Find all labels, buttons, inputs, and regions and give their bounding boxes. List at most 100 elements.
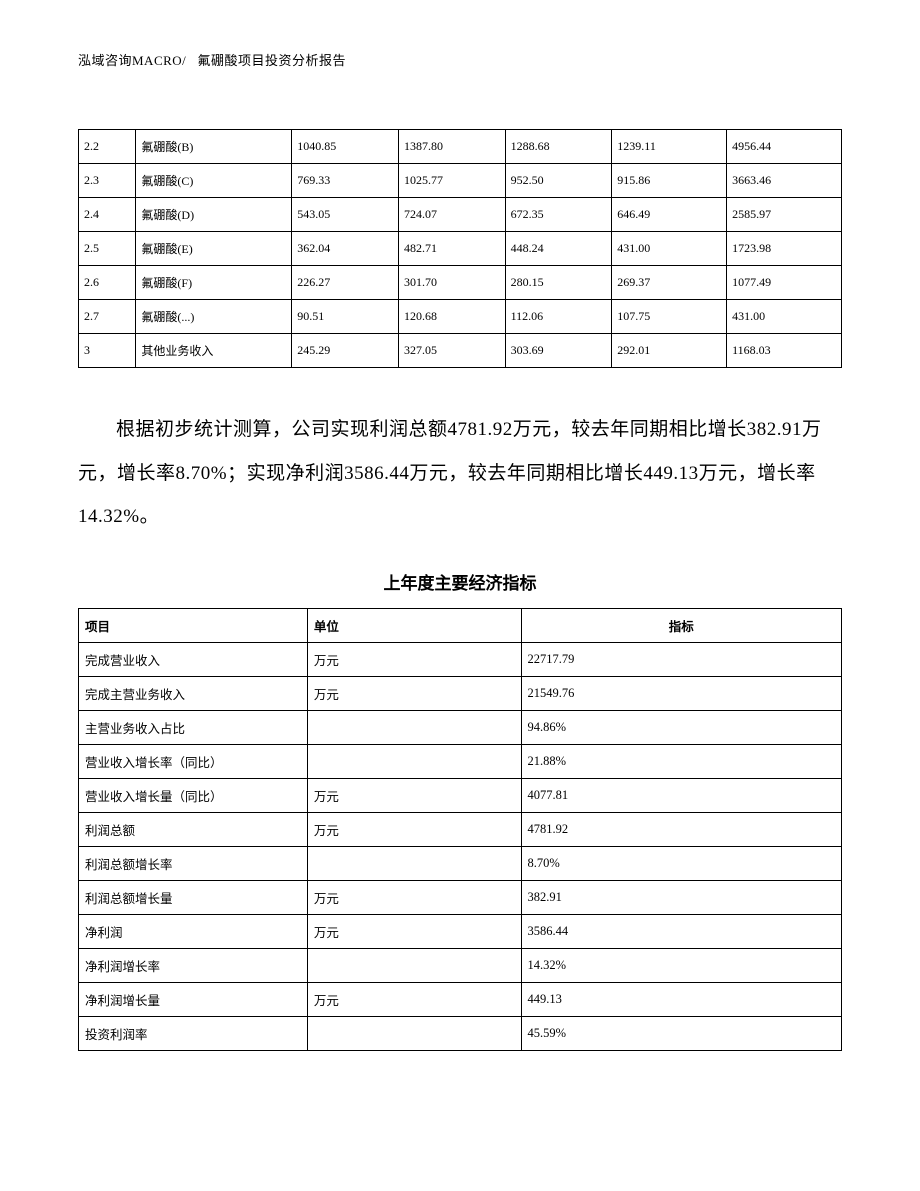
table-cell	[307, 847, 521, 881]
table-row: 利润总额增长率8.70%	[79, 847, 842, 881]
table-cell: 22717.79	[521, 643, 841, 677]
table-cell: 382.91	[521, 881, 841, 915]
table-row: 营业收入增长量（同比）万元4077.81	[79, 779, 842, 813]
table-cell: 327.05	[398, 334, 505, 368]
table-cell: 氟硼酸(E)	[136, 232, 292, 266]
table-cell: 952.50	[505, 164, 612, 198]
summary-paragraph: 根据初步统计测算，公司实现利润总额4781.92万元，较去年同期相比增长382.…	[78, 408, 842, 539]
table-row: 3其他业务收入245.29327.05303.69292.011168.03	[79, 334, 842, 368]
table-cell: 1387.80	[398, 130, 505, 164]
table-cell: 301.70	[398, 266, 505, 300]
revenue-breakdown-table: 2.2氟硼酸(B)1040.851387.801288.681239.11495…	[78, 129, 842, 368]
table-row: 利润总额增长量万元382.91	[79, 881, 842, 915]
table-cell: 45.59%	[521, 1017, 841, 1051]
table-cell: 氟硼酸(...)	[136, 300, 292, 334]
table-cell: 2.3	[79, 164, 136, 198]
table-cell: 21549.76	[521, 677, 841, 711]
table-cell: 724.07	[398, 198, 505, 232]
table-cell: 1025.77	[398, 164, 505, 198]
economic-indicators-table: 项目 单位 指标 完成营业收入万元22717.79完成主营业务收入万元21549…	[78, 608, 842, 1051]
table-cell: 2.4	[79, 198, 136, 232]
table-row: 完成营业收入万元22717.79	[79, 643, 842, 677]
table-cell: 8.70%	[521, 847, 841, 881]
table-cell: 主营业务收入占比	[79, 711, 308, 745]
table-cell: 3586.44	[521, 915, 841, 949]
table-cell: 90.51	[292, 300, 399, 334]
table-cell: 769.33	[292, 164, 399, 198]
table-cell: 646.49	[612, 198, 727, 232]
table-row: 完成主营业务收入万元21549.76	[79, 677, 842, 711]
table1-body: 2.2氟硼酸(B)1040.851387.801288.681239.11495…	[79, 130, 842, 368]
table2-header-row: 项目 单位 指标	[79, 609, 842, 643]
table-cell: 其他业务收入	[136, 334, 292, 368]
table-row: 净利润增长量万元449.13	[79, 983, 842, 1017]
table-row: 2.6氟硼酸(F)226.27301.70280.15269.371077.49	[79, 266, 842, 300]
page-header: 泓域咨询MACRO/ 氟硼酸项目投资分析报告	[78, 50, 842, 69]
table-row: 2.7氟硼酸(...)90.51120.68112.06107.75431.00	[79, 300, 842, 334]
table-cell: 482.71	[398, 232, 505, 266]
table-cell: 2.6	[79, 266, 136, 300]
table-cell: 1077.49	[727, 266, 842, 300]
table-cell: 氟硼酸(B)	[136, 130, 292, 164]
table-cell: 292.01	[612, 334, 727, 368]
table-cell: 氟硼酸(F)	[136, 266, 292, 300]
table2-header-value: 指标	[521, 609, 841, 643]
table-cell	[307, 949, 521, 983]
table-cell: 21.88%	[521, 745, 841, 779]
header-company: 泓域咨询MACRO/	[78, 53, 186, 68]
table-cell: 1288.68	[505, 130, 612, 164]
table-cell: 4956.44	[727, 130, 842, 164]
table-row: 净利润万元3586.44	[79, 915, 842, 949]
table-row: 2.2氟硼酸(B)1040.851387.801288.681239.11495…	[79, 130, 842, 164]
table-cell: 净利润增长率	[79, 949, 308, 983]
table-cell	[307, 1017, 521, 1051]
table-cell: 448.24	[505, 232, 612, 266]
table-cell: 2.2	[79, 130, 136, 164]
table-cell: 完成营业收入	[79, 643, 308, 677]
table-cell: 120.68	[398, 300, 505, 334]
table-cell: 362.04	[292, 232, 399, 266]
indicators-table-title: 上年度主要经济指标	[78, 569, 842, 594]
table-cell: 112.06	[505, 300, 612, 334]
table-cell: 2.7	[79, 300, 136, 334]
table-cell: 1040.85	[292, 130, 399, 164]
table-cell: 氟硼酸(C)	[136, 164, 292, 198]
table-row: 投资利润率 45.59%	[79, 1017, 842, 1051]
table-cell: 543.05	[292, 198, 399, 232]
table-cell	[307, 745, 521, 779]
table-cell: 269.37	[612, 266, 727, 300]
table-cell: 投资利润率	[79, 1017, 308, 1051]
table-row: 利润总额万元4781.92	[79, 813, 842, 847]
table-cell: 2.5	[79, 232, 136, 266]
table-cell: 14.32%	[521, 949, 841, 983]
table-cell: 1723.98	[727, 232, 842, 266]
table-cell: 4781.92	[521, 813, 841, 847]
table-cell: 营业收入增长量（同比）	[79, 779, 308, 813]
table-cell: 万元	[307, 983, 521, 1017]
table-cell: 利润总额增长量	[79, 881, 308, 915]
table-cell: 3	[79, 334, 136, 368]
table-row: 2.3氟硼酸(C)769.331025.77952.50915.863663.4…	[79, 164, 842, 198]
header-title: 氟硼酸项目投资分析报告	[198, 53, 347, 68]
table2-header-item: 项目	[79, 609, 308, 643]
table-cell: 303.69	[505, 334, 612, 368]
table-cell: 672.35	[505, 198, 612, 232]
table-cell: 107.75	[612, 300, 727, 334]
table-cell: 营业收入增长率（同比）	[79, 745, 308, 779]
table-cell: 万元	[307, 813, 521, 847]
table-cell: 2585.97	[727, 198, 842, 232]
table-cell: 915.86	[612, 164, 727, 198]
table-cell: 431.00	[727, 300, 842, 334]
table-cell: 4077.81	[521, 779, 841, 813]
table-row: 净利润增长率 14.32%	[79, 949, 842, 983]
table-cell: 万元	[307, 677, 521, 711]
table-row: 2.5氟硼酸(E)362.04482.71448.24431.001723.98	[79, 232, 842, 266]
table-cell: 94.86%	[521, 711, 841, 745]
table-row: 2.4氟硼酸(D)543.05724.07672.35646.492585.97	[79, 198, 842, 232]
table-cell: 氟硼酸(D)	[136, 198, 292, 232]
table-cell: 万元	[307, 881, 521, 915]
table-cell: 利润总额	[79, 813, 308, 847]
table2-body: 完成营业收入万元22717.79完成主营业务收入万元21549.76主营业务收入…	[79, 643, 842, 1051]
table-cell: 3663.46	[727, 164, 842, 198]
table-cell: 449.13	[521, 983, 841, 1017]
